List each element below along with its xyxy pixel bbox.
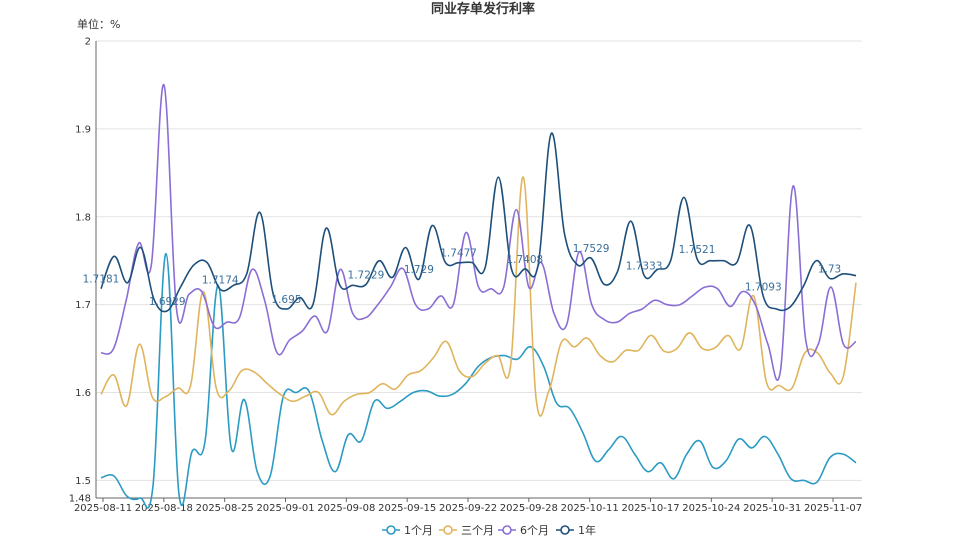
legend-label: 三个月 bbox=[461, 524, 494, 537]
x-tick-label: 2025-10-17 bbox=[621, 503, 679, 514]
y-tick-label: 1.9 bbox=[75, 124, 91, 135]
legend-item-2[interactable]: 三个月 bbox=[439, 524, 494, 537]
legend-item-4[interactable]: 1年 bbox=[556, 523, 596, 537]
legend-item-1[interactable]: 1个月 bbox=[382, 524, 433, 537]
series-layer bbox=[100, 84, 857, 509]
data-label-layer: 1.7181 1.6929 1.7174 1.695 1.7229 1.729 1.7477… bbox=[83, 243, 842, 308]
data-label: 1.695 bbox=[271, 294, 301, 306]
chart-title: 同业存单发行利率 bbox=[431, 1, 535, 17]
x-tick-label: 2025-10-11 bbox=[561, 503, 619, 514]
unit-label: 单位：% bbox=[77, 17, 120, 31]
legend-marker bbox=[386, 525, 396, 535]
data-label: 1.7529 bbox=[573, 243, 610, 255]
x-tick-label: 2025-11-07 bbox=[804, 503, 862, 514]
y-tick-label: 1.6 bbox=[75, 388, 91, 399]
legend-marker bbox=[443, 525, 453, 535]
x-tick-label: 2025-09-01 bbox=[256, 503, 314, 514]
x-tick-label: 2025-08-25 bbox=[196, 503, 254, 514]
legend-item-3[interactable]: 6个月 bbox=[498, 524, 549, 537]
series-line-2 bbox=[100, 176, 857, 417]
legend-marker bbox=[502, 525, 512, 535]
x-tick-label: 2025-08-18 bbox=[135, 503, 193, 514]
x-tick-label: 2025-09-08 bbox=[317, 503, 375, 514]
legend: 1个月 三个月 6个月 1年 bbox=[382, 523, 596, 537]
series-line-4 bbox=[100, 132, 857, 313]
legend-marker bbox=[560, 525, 570, 535]
data-label: 1.7408 bbox=[506, 254, 543, 266]
data-label: 1.729 bbox=[404, 264, 434, 276]
data-label: 1.7521 bbox=[679, 244, 716, 256]
x-tick-label: 2025-10-31 bbox=[743, 503, 801, 514]
grid-lines bbox=[96, 40, 862, 481]
y-tick-label: 1.7 bbox=[75, 300, 91, 311]
x-tick-label: 2025-09-15 bbox=[378, 503, 436, 514]
x-tick-label: 2025-09-28 bbox=[500, 503, 558, 514]
series-line-3 bbox=[100, 84, 857, 381]
legend-label: 1个月 bbox=[404, 524, 433, 537]
data-label: 1.73 bbox=[818, 263, 841, 275]
data-label: 1.7093 bbox=[745, 281, 782, 293]
legend-label: 1年 bbox=[578, 523, 596, 537]
x-axis: 2025-08-11 2025-08-18 2025-08-25 2025-09-01… bbox=[74, 497, 862, 514]
data-label: 1.7181 bbox=[83, 274, 120, 286]
data-label: 1.7174 bbox=[202, 274, 239, 286]
series-line-1 bbox=[100, 252, 857, 509]
legend-label: 6个月 bbox=[520, 524, 549, 537]
data-label: 1.7477 bbox=[440, 248, 477, 260]
x-tick-label: 2025-09-22 bbox=[439, 503, 497, 514]
data-label: 1.7229 bbox=[348, 270, 385, 282]
y-tick-label: 2 bbox=[85, 37, 91, 48]
y-axis: 1.48 1.5 1.6 1.7 1.8 1.9 2 bbox=[69, 37, 97, 505]
data-label: 1.6929 bbox=[149, 296, 186, 308]
y-tick-label: 1.8 bbox=[75, 212, 91, 223]
y-tick-label: 1.48 bbox=[69, 494, 91, 505]
y-tick-label: 1.5 bbox=[75, 476, 91, 487]
data-label: 1.7333 bbox=[626, 260, 663, 272]
x-tick-label: 2025-08-11 bbox=[74, 503, 132, 514]
x-tick-label: 2025-10-24 bbox=[682, 503, 740, 514]
